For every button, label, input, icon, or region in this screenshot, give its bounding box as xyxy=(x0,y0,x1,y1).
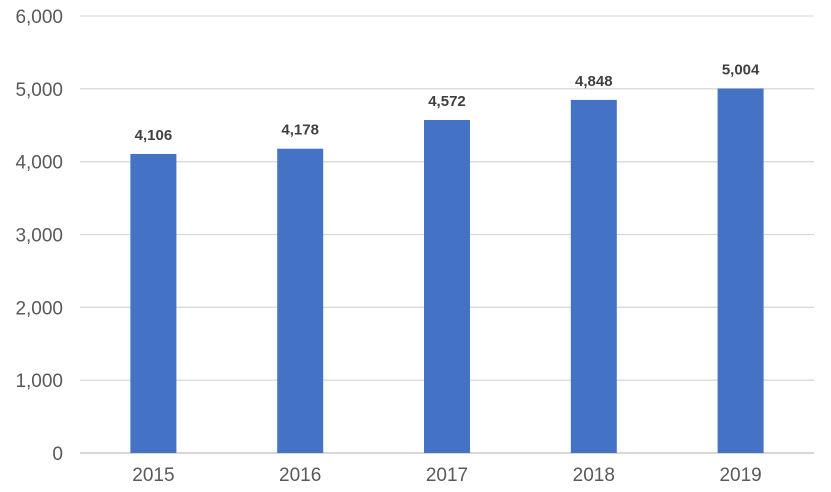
x-tick-label: 2016 xyxy=(279,465,321,486)
bar-2017 xyxy=(424,120,470,454)
bar-2016 xyxy=(277,148,324,453)
x-axis: 2015 2016 2017 2018 2019 xyxy=(132,465,761,486)
data-label: 5,004 xyxy=(722,62,760,79)
bar-2018 xyxy=(570,99,617,454)
y-tick-label: 4,000 xyxy=(15,153,63,174)
data-label: 4,572 xyxy=(428,93,466,110)
x-tick-label: 2018 xyxy=(573,465,615,486)
data-label: 4,178 xyxy=(281,122,319,139)
y-tick-label: 5,000 xyxy=(15,80,63,101)
bar-2019 xyxy=(717,88,764,454)
bar-2015 xyxy=(130,153,177,453)
x-tick-label: 2015 xyxy=(132,465,174,486)
y-tick-label: 0 xyxy=(52,444,63,465)
y-axis: 0 1,000 2,000 3,000 4,000 5,000 6,000 xyxy=(15,7,63,465)
bars xyxy=(130,88,764,454)
data-label: 4,106 xyxy=(135,127,173,144)
y-tick-label: 6,000 xyxy=(15,7,63,28)
y-tick-label: 2,000 xyxy=(15,298,63,319)
y-tick-label: 3,000 xyxy=(15,226,63,247)
data-label: 4,848 xyxy=(575,73,613,90)
x-tick-label: 2019 xyxy=(719,465,761,486)
y-tick-label: 1,000 xyxy=(15,371,63,392)
x-tick-label: 2017 xyxy=(426,465,468,486)
data-labels: 4,106 4,178 4,572 4,848 5,004 xyxy=(135,62,760,144)
